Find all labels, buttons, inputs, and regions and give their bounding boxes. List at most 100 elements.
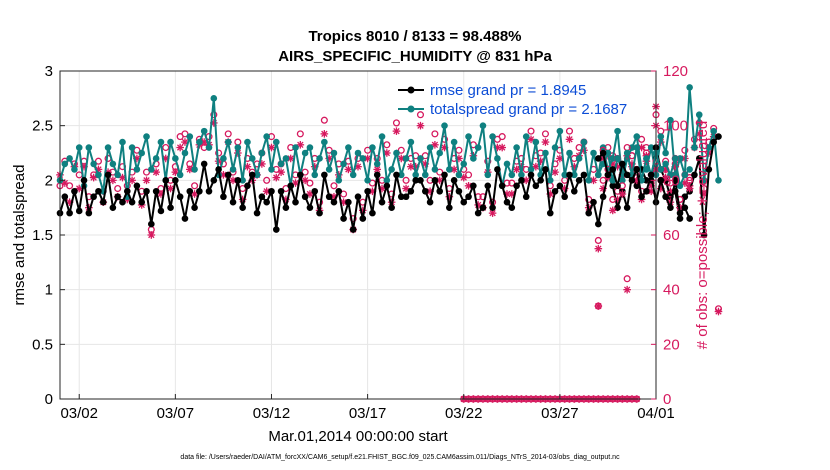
legend-totalspread-label: totalspread grand pr = 2.1687: [430, 101, 627, 118]
rmse-point: [498, 182, 506, 190]
totalspread-point: [373, 160, 381, 168]
rmse-point: [657, 177, 665, 184]
totalspread-point: [114, 171, 121, 179]
y-left-tick-label: 0.5: [32, 336, 53, 353]
totalspread-point: [378, 133, 386, 140]
totalspread-point: [181, 149, 189, 157]
asterisk-stroke: [61, 179, 69, 187]
asterisk-stroke: [489, 209, 496, 217]
totalspread-point: [657, 166, 665, 173]
asterisk-stroke: [393, 127, 400, 135]
asterisk-stroke: [513, 166, 520, 173]
rmse-point: [667, 204, 674, 211]
evaluated-obs-marker: [464, 182, 473, 190]
totalspread-point: [224, 138, 232, 146]
possible-obs-marker: [392, 119, 401, 127]
rmse-point: [604, 171, 612, 179]
rmse-point: [470, 182, 477, 190]
x-tick-label: 04/01: [637, 405, 675, 422]
totalspread-point: [455, 171, 463, 179]
rmse-point: [191, 204, 198, 211]
rmse-point: [301, 193, 309, 201]
rmse-point: [585, 209, 593, 217]
rmse-point: [152, 187, 160, 195]
totalspread-point: [705, 144, 713, 151]
asterisk-stroke: [715, 308, 722, 315]
legend-rmse-label: rmse grand pr = 1.8945: [430, 82, 586, 99]
totalspread-point: [61, 160, 69, 168]
totalspread-point: [715, 177, 722, 184]
possible-obs-marker: [364, 146, 372, 154]
rmse-point: [325, 193, 333, 201]
rmse-point: [119, 198, 126, 206]
possible-obs-marker: [609, 195, 617, 204]
rmse-point: [455, 187, 463, 195]
totalspread-point: [239, 177, 246, 184]
asterisk-stroke: [301, 177, 309, 184]
totalspread-point: [393, 149, 400, 157]
possible-obs-marker: [541, 130, 550, 138]
x-tick-label: 03/27: [541, 405, 579, 422]
asterisk-stroke: [465, 182, 472, 189]
rmse-point: [556, 182, 564, 190]
possible-obs-marker: [114, 184, 122, 193]
totalspread-point: [609, 155, 617, 162]
rmse-point: [354, 193, 362, 201]
evaluated-obs-marker: [109, 176, 117, 185]
rmse-point: [614, 204, 621, 211]
x-tick-label: 03/02: [60, 405, 98, 422]
rmse-point: [66, 209, 73, 217]
totalspread-point: [268, 166, 275, 173]
y-right-tick-label: 0: [663, 391, 671, 408]
evaluated-obs-marker: [522, 176, 531, 185]
rmse-point: [277, 187, 285, 195]
totalspread-point: [196, 138, 203, 146]
possible-obs-marker: [464, 171, 473, 179]
asterisk-stroke: [220, 171, 227, 179]
evaluated-obs-marker: [608, 206, 617, 215]
totalspread-point: [710, 127, 717, 135]
totalspread-point: [109, 160, 117, 168]
evaluated-obs-marker: [402, 184, 410, 193]
asterisk-stroke: [609, 207, 616, 214]
asterisk-stroke: [595, 245, 602, 252]
legend: rmse grand pr = 1.8945 totalspread grand…: [398, 82, 627, 118]
rmse-point: [695, 155, 703, 162]
possible-obs-marker: [340, 190, 348, 198]
rmse-point: [522, 193, 530, 201]
possible-obs-marker: [263, 176, 271, 184]
totalspread-point: [205, 144, 213, 151]
totalspread-point: [272, 138, 280, 146]
asterisk-stroke: [287, 155, 294, 162]
totalspread-point: [234, 144, 242, 151]
rmse-point: [388, 204, 395, 211]
x-tick-label: 03/07: [157, 405, 195, 422]
totalspread-point: [691, 144, 698, 151]
y-right-tick-label: 60: [663, 227, 680, 244]
rmse-point: [426, 198, 434, 206]
rmse-point: [561, 193, 568, 201]
totalspread-point: [85, 144, 93, 151]
evaluated-obs-marker: [565, 135, 574, 144]
y-right-tick-label: 120: [663, 63, 688, 80]
rmse-point: [599, 193, 607, 201]
totalspread-point: [191, 166, 198, 173]
rmse-point: [715, 133, 722, 140]
rmse-point: [272, 226, 280, 233]
totalspread-point: [585, 177, 593, 184]
rmse-point: [595, 220, 602, 228]
asterisk-stroke: [186, 166, 193, 173]
asterisk-stroke: [181, 138, 189, 146]
totalspread-point: [575, 155, 583, 162]
asterisk-stroke: [595, 302, 602, 310]
totalspread-point: [263, 133, 270, 140]
rmse-point: [575, 177, 583, 184]
y-axis-left-label: rmse and totalspread: [11, 165, 28, 306]
totalspread-point: [349, 171, 357, 179]
totalspread-point: [628, 144, 636, 151]
rmse-point: [599, 149, 607, 157]
rmse-point: [393, 171, 400, 179]
asterisk-stroke: [167, 185, 174, 192]
rmse-point: [95, 187, 102, 195]
